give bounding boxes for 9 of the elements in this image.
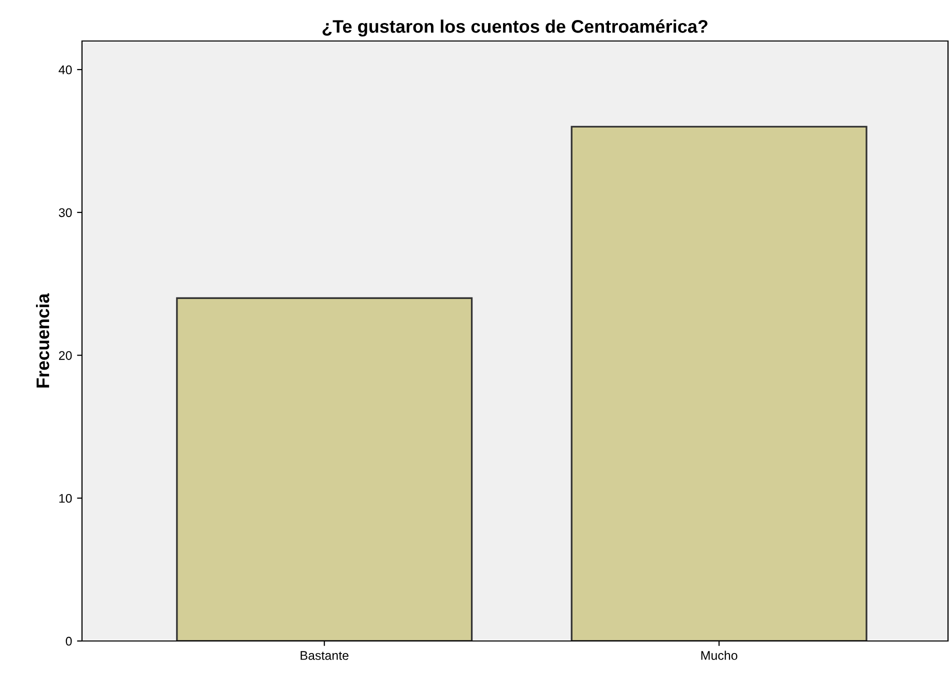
chart-title: ¿Te gustaron los cuentos de Centroamérica? [322,19,708,36]
y-tick-label: 40 [58,65,72,74]
y-tick-label: 0 [66,636,72,646]
y-tick-label: 30 [58,208,72,218]
x-tick-label: Bastante [300,651,348,660]
y-axis-title: Frecuencia [36,293,50,388]
y-tick-label: 10 [59,494,72,503]
x-tick-label: Mucho [701,650,738,660]
y-tick-label: 20 [59,351,72,360]
